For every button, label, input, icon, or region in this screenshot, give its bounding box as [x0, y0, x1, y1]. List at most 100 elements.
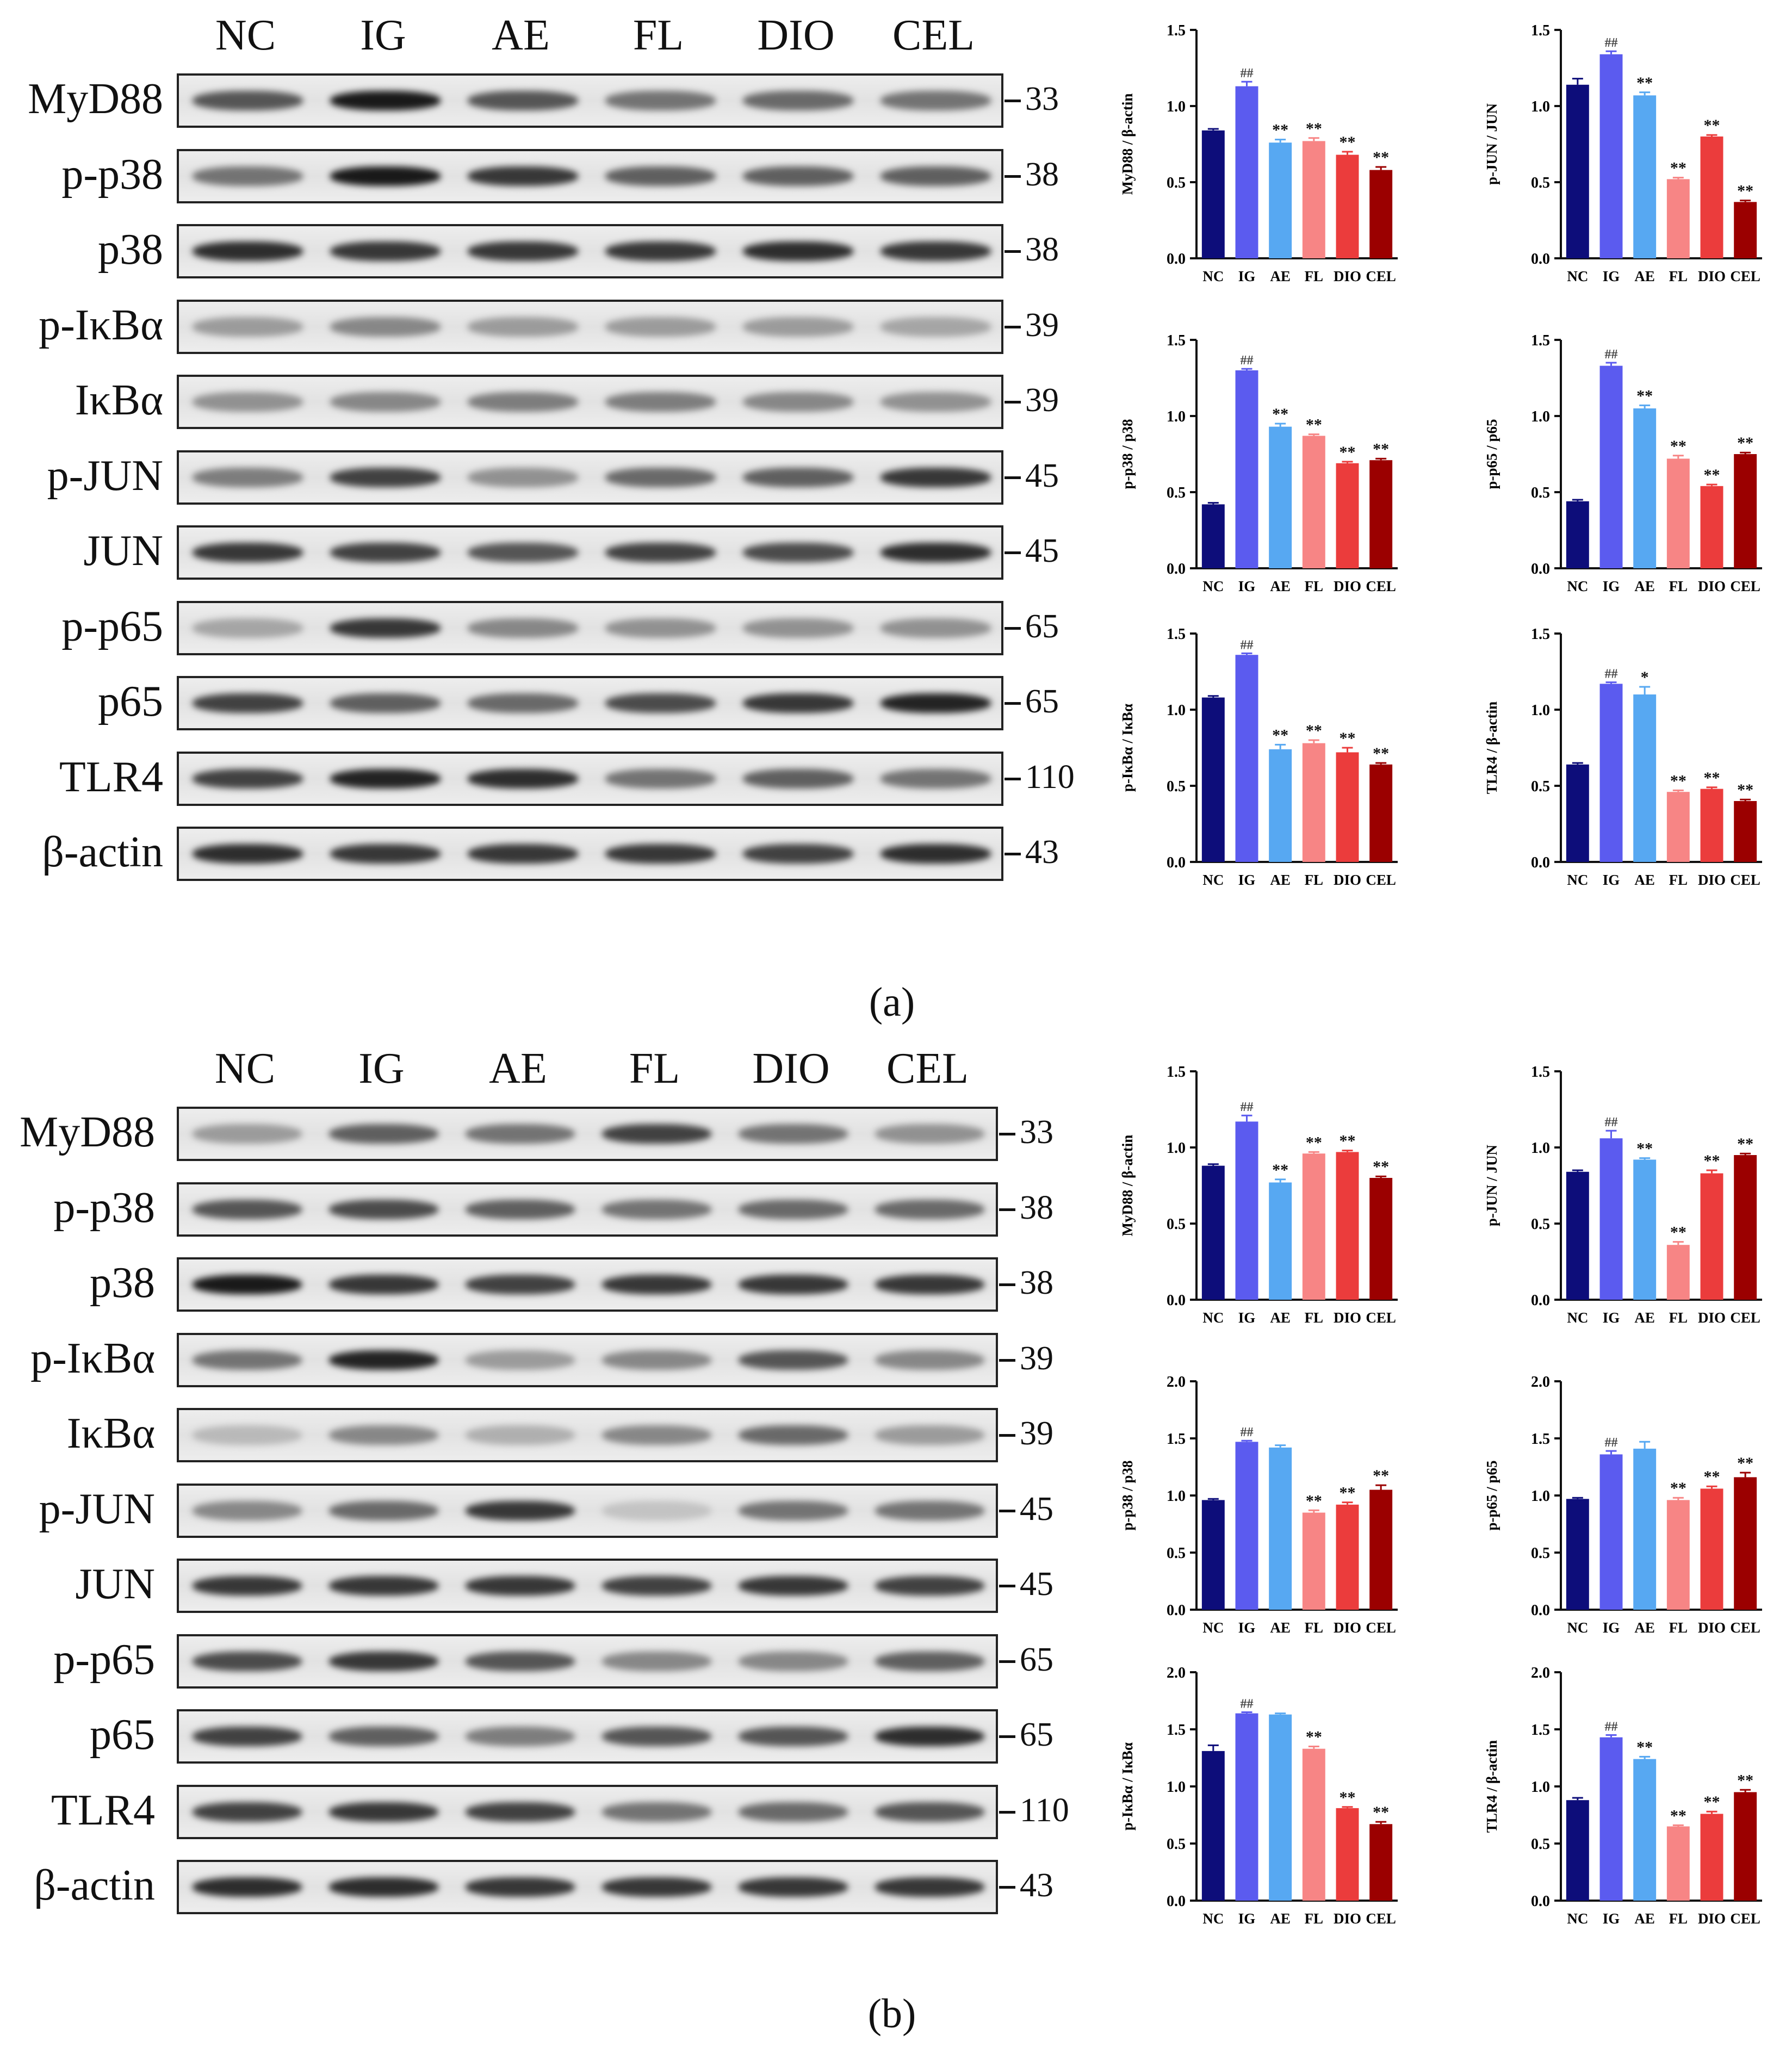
significance-mark: **	[1340, 1789, 1356, 1807]
blot-band	[329, 1576, 438, 1596]
kda-label: 45	[1025, 532, 1059, 569]
blot-band	[743, 316, 853, 337]
bar-chart: p-p65 / p65 0.0 0.5 1.0 1.5 NC ## IG ** AE ** FL ** D…	[1484, 332, 1762, 594]
blot-band	[466, 1651, 575, 1671]
y-tick-label: 1.5	[1167, 22, 1186, 39]
y-axis-label: MyD88 / β-actin	[1119, 1135, 1136, 1237]
blot-strip	[177, 1559, 998, 1613]
x-tick-label: AE	[1270, 578, 1291, 594]
bar-ig	[1599, 1454, 1623, 1610]
bar-nc	[1566, 501, 1589, 568]
bar-ae	[1633, 408, 1657, 568]
bar-cel	[1734, 1155, 1757, 1300]
blot-band	[468, 91, 578, 110]
kda-tick	[1004, 777, 1021, 780]
blot-band	[468, 543, 578, 562]
bar-cel	[1369, 1178, 1393, 1300]
blot-strip	[177, 1860, 998, 1914]
y-tick-label: 0.5	[1531, 175, 1550, 191]
blot-band	[875, 1199, 984, 1219]
bar-ig	[1599, 54, 1623, 259]
kda-tick	[999, 1434, 1015, 1437]
kda-label: 39	[1020, 1339, 1053, 1377]
bar-cel	[1734, 1792, 1757, 1901]
x-tick-label: IG	[1603, 268, 1620, 284]
y-tick-label: 1.0	[1167, 702, 1186, 719]
lane-header-ig: IG	[358, 1045, 405, 1093]
y-tick-label: 0.5	[1531, 1836, 1550, 1853]
blot-band	[468, 693, 578, 713]
x-tick-label: CEL	[1730, 578, 1760, 594]
significance-mark: ##	[1241, 353, 1254, 368]
kda-label: 38	[1020, 1264, 1053, 1301]
bar-ig	[1599, 684, 1623, 862]
significance-mark: ##	[1605, 1436, 1618, 1450]
kda-label: 65	[1025, 607, 1059, 645]
blot-band	[743, 844, 853, 864]
x-tick-label: IG	[1238, 872, 1256, 888]
blot-band	[875, 1651, 984, 1671]
significance-mark: ##	[1605, 1720, 1618, 1734]
blot-band	[605, 844, 716, 864]
blot-label: IκBα	[66, 1410, 155, 1457]
x-tick-label: CEL	[1366, 1619, 1396, 1636]
kda-label: 65	[1020, 1716, 1053, 1753]
x-tick-label: CEL	[1366, 578, 1396, 594]
y-tick-label: 1.5	[1167, 626, 1186, 643]
blot-band	[330, 91, 441, 110]
x-tick-label: NC	[1567, 1619, 1588, 1636]
panel-a: NC IG AE FL DIO CEL MyD88 33 p-p38 38 p38 38 p-IκBα 3…	[0, 0, 1792, 1025]
x-tick-label: FL	[1669, 872, 1688, 888]
blot-band	[875, 1877, 984, 1897]
y-tick-label: 2.0	[1167, 1665, 1186, 1681]
x-tick-label: FL	[1669, 578, 1688, 594]
blot-band	[466, 1727, 575, 1746]
x-tick-label: DIO	[1698, 1619, 1726, 1636]
bar-nc	[1566, 764, 1589, 862]
y-tick-label: 1.0	[1167, 1140, 1186, 1157]
blot-band	[739, 1124, 848, 1144]
y-tick-label: 2.0	[1167, 1374, 1186, 1391]
x-tick-label: IG	[1603, 1310, 1620, 1326]
x-tick-label: FL	[1669, 1910, 1688, 1927]
y-tick-label: 0.5	[1167, 1836, 1186, 1853]
y-tick-label: 0.0	[1167, 854, 1186, 871]
blot-band	[739, 1199, 848, 1219]
x-tick-label: CEL	[1366, 1310, 1396, 1326]
significance-mark: ##	[1241, 638, 1254, 652]
x-tick-label: NC	[1202, 872, 1224, 888]
y-axis-label: p-JUN / JUN	[1484, 103, 1500, 185]
y-tick-label: 1.0	[1167, 408, 1186, 425]
x-tick-label: NC	[1567, 268, 1588, 284]
kda-label: 33	[1020, 1114, 1053, 1151]
significance-mark: **	[1340, 443, 1356, 461]
x-tick-label: IG	[1238, 268, 1256, 284]
y-tick-label: 1.5	[1167, 332, 1186, 349]
bar-chart: MyD88 / β-actin 0.0 0.5 1.0 1.5 NC ## IG ** AE ** F…	[1119, 1064, 1398, 1326]
bar-fl	[1666, 1245, 1690, 1300]
blot-band	[193, 166, 303, 186]
bar-chart: p-IκBα / IκBα 0.0 0.5 1.0 1.5 2.0 NC ## IG AE ** FL…	[1119, 1665, 1398, 1927]
kda-tick	[1004, 250, 1021, 253]
blot-band	[466, 1500, 575, 1521]
x-tick-label: DIO	[1334, 1310, 1361, 1326]
blot-band	[468, 166, 578, 186]
bar-nc	[1201, 1165, 1225, 1300]
blot-band	[881, 392, 991, 412]
significance-mark: **	[1272, 121, 1288, 139]
lane-header-fl: FL	[629, 1045, 680, 1093]
blot-strip	[177, 1182, 998, 1237]
bar-fl	[1666, 1826, 1690, 1901]
x-tick-label: FL	[1305, 578, 1324, 594]
lane-header-ae: AE	[489, 1045, 547, 1093]
bar-ig	[1235, 86, 1258, 258]
lane-header-fl: FL	[633, 11, 684, 59]
blot-band	[881, 618, 991, 638]
blot-strip	[177, 676, 1003, 730]
bar-dio	[1700, 789, 1723, 862]
y-axis-label: TLR4 / β-actin	[1484, 1740, 1500, 1833]
blot-band	[605, 392, 716, 412]
bar-cel	[1734, 1477, 1757, 1610]
x-tick-label: DIO	[1698, 578, 1726, 594]
bar-dio	[1700, 1173, 1723, 1300]
